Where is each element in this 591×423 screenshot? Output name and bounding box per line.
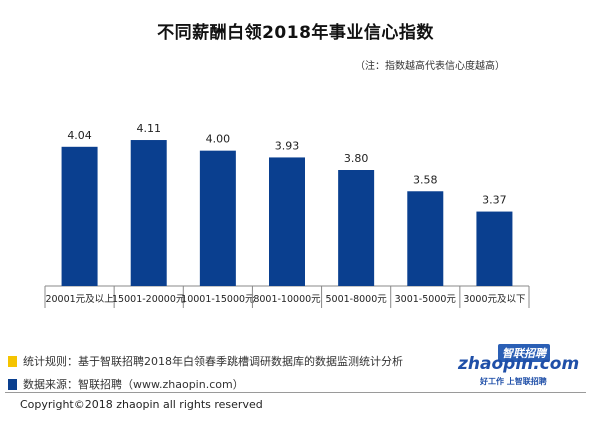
rule-marker: [8, 355, 17, 367]
footer-rule-text: 统计规则：基于智联招聘2018年白领春季跳槽调研数据库的数据监测统计分析: [23, 355, 403, 368]
footer-divider: [5, 392, 586, 393]
category-label-1: 15001-20000元: [112, 294, 186, 305]
category-label-2: 10001-15000元: [181, 294, 255, 305]
source-marker: [8, 378, 17, 390]
bar-1: [130, 140, 167, 286]
bar-3: [269, 157, 305, 286]
chart-note: （注：指数越高代表信心度越高）: [355, 61, 505, 72]
footer-rule-row: 统计规则：基于智联招聘2018年白领春季跳槽调研数据库的数据监测统计分析: [8, 353, 403, 369]
copyright-text: Copyright©2018 zhaopin all rights reserv…: [20, 398, 263, 411]
bar-5: [407, 191, 444, 286]
logo-brand: zhaopin.com: [458, 354, 580, 374]
value-label-5: 3.58: [413, 173, 438, 186]
category-label-4: 5001-8000元: [325, 294, 387, 305]
logo-slogan: 好工作 上智联招聘: [480, 377, 547, 386]
value-label-6: 3.37: [482, 194, 507, 207]
category-label-6: 3000元及以下: [463, 294, 525, 305]
value-label-3: 3.93: [275, 139, 300, 152]
value-label-1: 4.11: [136, 122, 161, 135]
category-label-0: 20001元及以上: [45, 294, 114, 305]
logo-cn-name: 智联招聘: [498, 344, 550, 362]
value-label-4: 3.80: [344, 152, 369, 165]
value-label-0: 4.04: [67, 129, 92, 142]
bar-chart: 4.04 20001元及以上 4.11 15001-20000元 4.00 10001-1…: [44, 122, 530, 308]
bar-0: [61, 146, 98, 286]
bar-4: [338, 170, 375, 286]
footer-source-row: 数据来源：智联招聘（www.zhaopin.com）: [8, 376, 244, 392]
value-label-2: 4.00: [206, 133, 231, 146]
footer-source-text: 数据来源：智联招聘（www.zhaopin.com）: [23, 378, 244, 391]
category-label-5: 3001-5000元: [395, 294, 457, 305]
chart-title: 不同薪酬白领2018年事业信心指数: [157, 23, 434, 43]
bar-2: [199, 150, 236, 286]
bar-6: [476, 211, 513, 286]
category-label-3: 8001-10000元: [253, 294, 321, 305]
zhaopin-logo: 智联招聘 zhaopin.com 好工作 上智联招聘: [458, 344, 579, 388]
